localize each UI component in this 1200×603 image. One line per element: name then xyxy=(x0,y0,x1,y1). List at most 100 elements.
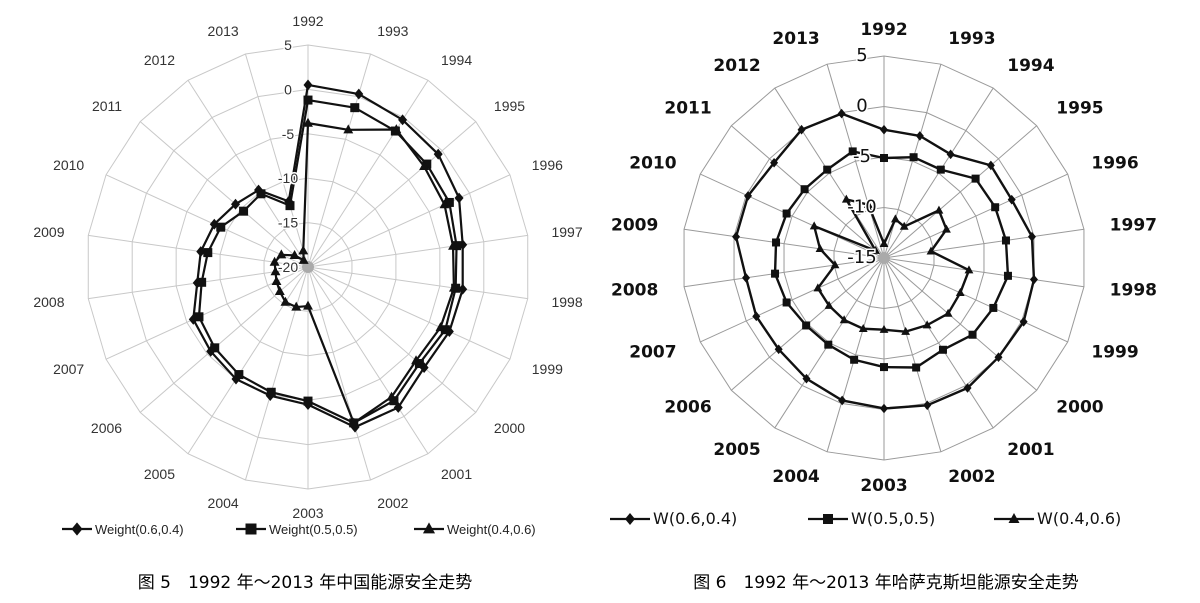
series-3 xyxy=(269,117,459,427)
grid-spoke xyxy=(883,173,1068,259)
category-label: 2011 xyxy=(664,99,711,119)
category-label: 2011 xyxy=(92,98,122,114)
data-point xyxy=(946,149,955,160)
series-2 xyxy=(771,147,1012,372)
category-label: 1997 xyxy=(1110,216,1157,236)
grid-spoke xyxy=(187,79,309,268)
data-point xyxy=(433,148,443,160)
data-point xyxy=(280,296,291,306)
category-label: 1999 xyxy=(1091,343,1138,363)
data-point xyxy=(782,209,791,218)
data-point xyxy=(850,355,859,364)
grid-spoke xyxy=(187,266,309,455)
data-point xyxy=(1019,316,1028,327)
grid-spoke xyxy=(683,228,885,259)
legend: Weight(0.6,0.4) Weight(0.5,0.5) Weight(0.4… xyxy=(62,522,536,537)
data-point xyxy=(802,321,811,330)
category-label: 2003 xyxy=(292,505,323,521)
data-point xyxy=(266,387,276,397)
legend-marker xyxy=(1008,513,1020,523)
legend-entry: W(0.4,0.6) xyxy=(994,509,1121,528)
legend-label: Weight(0.4,0.6) xyxy=(447,522,536,537)
data-point xyxy=(879,324,889,333)
data-point xyxy=(303,117,313,127)
radar-center xyxy=(878,252,890,264)
data-point xyxy=(448,282,459,292)
data-point xyxy=(968,330,977,339)
category-label: 1993 xyxy=(948,29,995,49)
radar-center xyxy=(302,261,314,273)
category-label: 2010 xyxy=(53,157,84,173)
data-point xyxy=(348,417,359,427)
category-label: 2001 xyxy=(1007,440,1054,460)
data-point xyxy=(210,343,220,353)
radial-tick-label: -5 xyxy=(853,146,871,167)
data-point xyxy=(448,240,458,250)
grid-spoke xyxy=(883,125,1037,259)
radial-tick-label: -10 xyxy=(278,170,298,186)
grid-spoke xyxy=(307,53,372,268)
data-point xyxy=(880,154,888,163)
data-point xyxy=(350,103,360,113)
data-point xyxy=(936,165,945,174)
data-point xyxy=(289,249,300,259)
category-label: 1993 xyxy=(377,23,408,39)
category-label: 2002 xyxy=(948,467,995,487)
legend-marker xyxy=(823,514,833,524)
data-point xyxy=(923,400,932,411)
category-label: 1995 xyxy=(1056,99,1103,119)
radial-tick-label: -10 xyxy=(847,197,876,218)
data-point xyxy=(1029,274,1038,285)
category-label: 2005 xyxy=(713,440,760,460)
legend-label: Weight(0.6,0.4) xyxy=(95,522,184,537)
legend-marker xyxy=(245,523,257,535)
data-point xyxy=(839,315,849,324)
data-point xyxy=(800,185,809,194)
data-point xyxy=(824,300,834,309)
grid-spoke xyxy=(307,121,477,268)
data-point xyxy=(343,124,354,134)
data-point xyxy=(909,153,918,162)
series-3 xyxy=(809,194,974,335)
data-point xyxy=(824,340,833,349)
category-label: 2004 xyxy=(208,495,239,511)
data-point xyxy=(899,221,909,230)
chart-caption-kazakhstan: 图 6 1992 年～2013 年哈萨克斯坦能源安全走势 xyxy=(693,573,1079,593)
radar-grid xyxy=(87,44,529,490)
category-label: 2008 xyxy=(611,280,658,300)
data-point xyxy=(772,238,781,247)
grid-spoke xyxy=(307,266,429,455)
data-point xyxy=(994,352,1003,363)
grid-spoke xyxy=(139,266,309,413)
category-label: 2003 xyxy=(860,476,907,496)
grid-spoke xyxy=(139,121,309,268)
category-label: 1992 xyxy=(292,13,323,29)
data-point xyxy=(291,301,302,311)
category-label: 2008 xyxy=(33,294,64,310)
category-label: 1996 xyxy=(532,157,563,173)
category-label: 1994 xyxy=(441,52,472,68)
legend-label: W(0.6,0.4) xyxy=(653,509,737,528)
data-point xyxy=(809,221,819,230)
data-point xyxy=(196,246,206,257)
data-point xyxy=(934,205,944,214)
data-point xyxy=(354,88,364,100)
data-point xyxy=(439,199,450,209)
category-label: 1992 xyxy=(860,20,907,40)
category-label: 2004 xyxy=(772,467,819,487)
data-point xyxy=(298,254,309,264)
data-point xyxy=(419,160,430,170)
grid-spoke xyxy=(883,257,1037,391)
category-label: 2009 xyxy=(33,224,64,240)
data-point xyxy=(912,363,921,372)
legend-marker xyxy=(71,522,83,536)
data-point xyxy=(732,231,741,242)
china-energy-security-radar-chart: 1992 1993 1994 1995 1996 1997 1998 1999 2000 2001… xyxy=(33,13,583,537)
data-point xyxy=(942,224,951,233)
category-label: 1997 xyxy=(551,224,582,240)
data-point xyxy=(209,218,219,230)
data-point xyxy=(398,114,408,126)
data-point xyxy=(830,260,840,269)
data-point xyxy=(938,345,947,354)
